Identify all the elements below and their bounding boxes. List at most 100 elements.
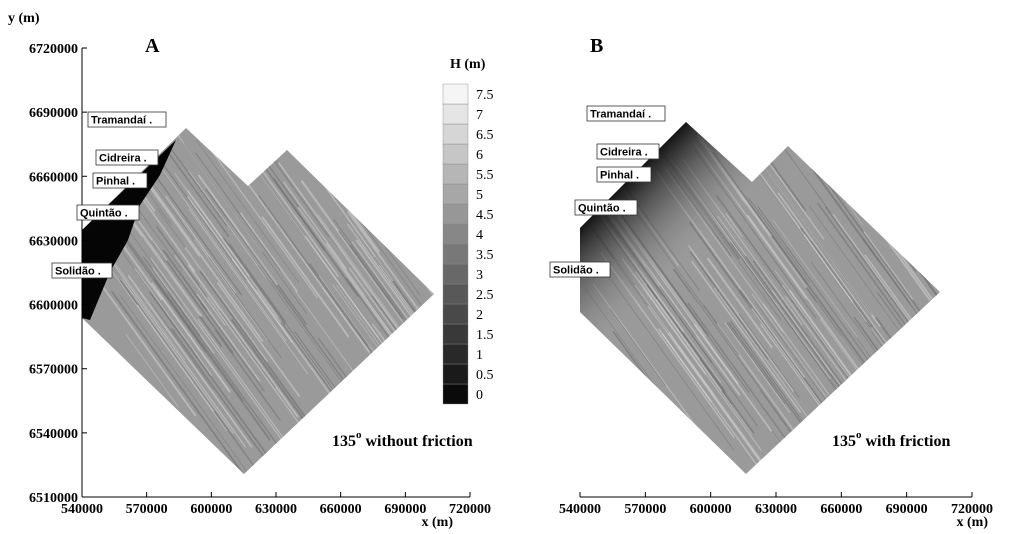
colorbar-label: 6.5 xyxy=(476,128,494,143)
streak xyxy=(228,243,287,323)
streak xyxy=(283,181,347,270)
streak xyxy=(216,282,301,398)
x-tick-label: 540000 xyxy=(559,502,601,517)
x-tick-label: 570000 xyxy=(624,502,666,517)
streak xyxy=(231,258,293,343)
streak xyxy=(188,170,267,279)
streak xyxy=(119,294,267,474)
streak xyxy=(870,163,929,244)
colorbar-label: 3.5 xyxy=(476,248,494,263)
streak xyxy=(162,249,208,312)
y-tick-label: 6720000 xyxy=(29,42,78,57)
streak xyxy=(814,165,939,337)
streak xyxy=(309,263,370,346)
caption-degree: o xyxy=(356,429,362,441)
streak xyxy=(219,310,277,388)
streak xyxy=(174,173,279,318)
colorbar-label: 4.5 xyxy=(476,208,494,223)
panel-letter: B xyxy=(590,35,603,57)
place-label: Solidão . xyxy=(55,266,101,278)
place-box xyxy=(586,105,666,122)
y-tick-label: 6690000 xyxy=(29,106,78,121)
y-tick-label: 6600000 xyxy=(29,299,78,314)
place-label: Quintão . xyxy=(578,203,626,215)
panel-letter: A xyxy=(145,35,160,57)
colorbar-title: H (m) xyxy=(450,57,486,72)
streak xyxy=(142,256,201,336)
streak xyxy=(257,265,358,405)
streak xyxy=(195,139,300,284)
colorbar-label: 7.5 xyxy=(476,88,494,103)
place-label: Cidreira . xyxy=(99,153,147,165)
caption-degree: o xyxy=(856,429,862,441)
streak xyxy=(261,216,350,338)
y-tick-label: 6570000 xyxy=(29,363,78,378)
place-label: Solidão . xyxy=(553,265,599,277)
x-tick-label: 720000 xyxy=(449,502,491,517)
colorbar-band xyxy=(442,103,469,125)
place-label: Quintão . xyxy=(80,208,128,220)
colorbar-label: 5 xyxy=(476,188,483,203)
x-tick-label: 690000 xyxy=(384,502,426,517)
caption: 135o with friction xyxy=(832,429,950,450)
colorbar-label: 2.5 xyxy=(476,288,494,303)
colorbar-label: 0 xyxy=(476,388,483,403)
streak xyxy=(168,153,230,238)
streak xyxy=(824,206,940,406)
place-box xyxy=(95,149,159,166)
caption: 135o without friction xyxy=(332,429,473,450)
streak xyxy=(184,247,269,363)
streak xyxy=(258,195,376,358)
place-label: Cidreira . xyxy=(600,147,648,159)
colorbar-band xyxy=(442,243,469,265)
y-tick-label: 6630000 xyxy=(29,234,78,249)
colorbar-band xyxy=(442,123,469,145)
streak xyxy=(183,142,307,314)
streak xyxy=(355,239,434,459)
colorbar-band xyxy=(442,163,469,185)
streak xyxy=(197,174,279,286)
streak xyxy=(165,195,237,294)
colorbar-label: 5.5 xyxy=(476,168,494,183)
colorbar-label: 3 xyxy=(476,268,483,283)
colorbar-label: 6 xyxy=(476,148,483,163)
streak xyxy=(105,252,247,448)
streak xyxy=(195,152,281,271)
x-tick-label: 600000 xyxy=(690,502,732,517)
streak xyxy=(667,331,827,474)
y-axis-label: y (m) xyxy=(8,11,40,26)
streak xyxy=(152,267,215,354)
x-tick-label: 600000 xyxy=(190,502,232,517)
streak xyxy=(187,190,250,277)
place-box xyxy=(596,143,660,160)
streak xyxy=(111,290,263,474)
streak xyxy=(807,160,911,304)
streak xyxy=(376,177,428,248)
colorbar-band xyxy=(442,383,469,405)
streak xyxy=(112,219,244,402)
x-axis-label: x (m) xyxy=(422,515,454,530)
colorbar-band xyxy=(442,183,469,205)
streak xyxy=(871,327,927,404)
streak xyxy=(174,255,226,326)
x-tick-label: 720000 xyxy=(951,502,993,517)
streak xyxy=(265,145,339,247)
streak xyxy=(364,139,434,257)
streak xyxy=(810,167,880,263)
streak xyxy=(188,208,309,375)
x-axis-label: x (m) xyxy=(957,515,989,530)
place-box xyxy=(574,199,638,216)
streak xyxy=(208,256,282,358)
streak xyxy=(125,333,179,408)
place-box xyxy=(92,172,148,189)
place-label: Pinhal . xyxy=(96,176,135,188)
streak xyxy=(374,128,431,198)
streak xyxy=(156,291,231,394)
colorbar-band xyxy=(442,223,469,245)
streak xyxy=(121,278,234,434)
streak xyxy=(200,302,265,392)
streak xyxy=(277,162,414,350)
streak xyxy=(134,267,213,376)
streak xyxy=(239,212,299,293)
